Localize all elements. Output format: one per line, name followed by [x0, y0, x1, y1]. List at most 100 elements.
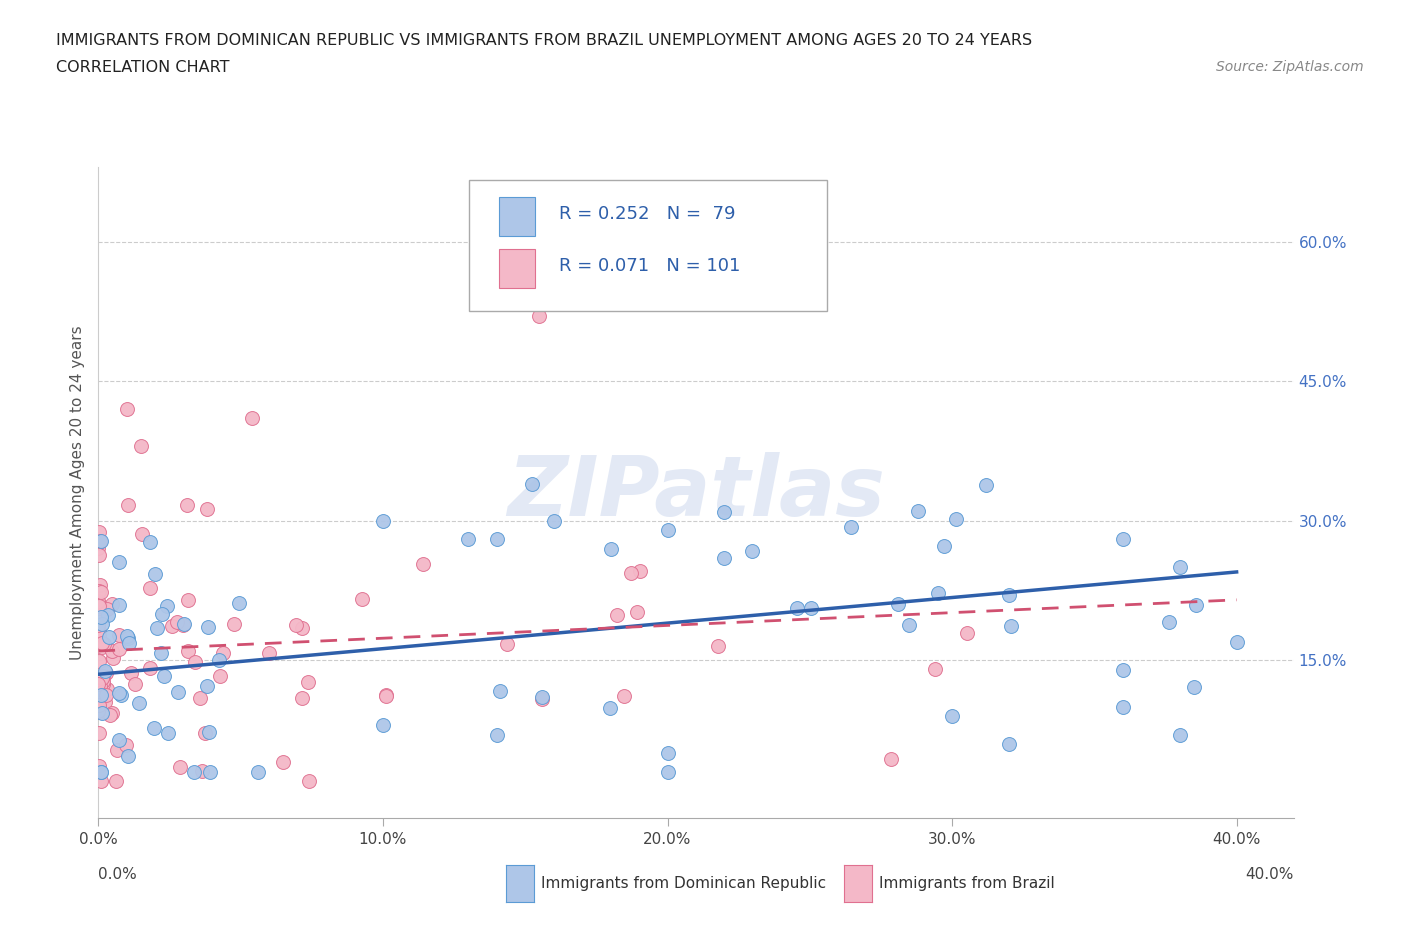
Point [108, 685, 131, 700]
Point [87, 594, 110, 609]
Point [87, 685, 110, 700]
Point [786, 601, 808, 616]
Point [90, 609, 112, 624]
Point [89, 671, 111, 686]
Text: IMMIGRANTS FROM DOMINICAN REPUBLIC VS IMMIGRANTS FROM BRAZIL UNEMPLOYMENT AMONG : IMMIGRANTS FROM DOMINICAN REPUBLIC VS IM… [56, 33, 1032, 47]
Text: 0.0%: 0.0% [98, 867, 138, 882]
Point [101, 596, 124, 611]
Point [87, 600, 110, 615]
Point [143, 567, 166, 582]
Point [188, 690, 211, 705]
Point [713, 504, 735, 519]
Point [291, 621, 314, 636]
Point [741, 543, 763, 558]
Point [96, 666, 118, 681]
Point [956, 626, 979, 641]
Point [131, 526, 153, 541]
Point [110, 687, 132, 702]
Point [284, 618, 307, 632]
Point [129, 439, 152, 454]
Point [115, 737, 138, 752]
Point [945, 512, 967, 526]
Point [120, 665, 142, 680]
FancyBboxPatch shape [470, 180, 828, 311]
Point [529, 309, 551, 324]
Point [139, 661, 162, 676]
Point [259, 645, 281, 660]
Point [115, 629, 138, 644]
Point [89, 705, 111, 720]
Point [619, 565, 641, 580]
Point [485, 727, 508, 742]
Point [91, 617, 114, 631]
Point [90, 688, 112, 703]
Point [124, 677, 146, 692]
Point [108, 733, 131, 748]
Point [94, 695, 117, 710]
Point [530, 690, 553, 705]
Point [974, 478, 997, 493]
Point [117, 498, 139, 512]
Point [839, 519, 862, 534]
Point [115, 402, 138, 417]
Point [907, 503, 929, 518]
Point [1112, 699, 1135, 714]
Point [90, 602, 112, 617]
Point [932, 538, 955, 553]
Point [520, 477, 543, 492]
Point [183, 764, 205, 779]
Point [89, 653, 111, 668]
Point [91, 677, 114, 692]
Point [91, 706, 114, 721]
Point [90, 534, 112, 549]
Point [606, 608, 628, 623]
Text: Immigrants from Brazil: Immigrants from Brazil [879, 876, 1054, 891]
Point [208, 669, 231, 684]
Point [87, 599, 110, 614]
Point [489, 684, 512, 698]
Point [91, 673, 114, 688]
Point [1168, 727, 1191, 742]
Point [96, 602, 118, 617]
Point [117, 631, 139, 645]
Point [228, 595, 250, 610]
Point [195, 502, 218, 517]
Point [89, 578, 111, 592]
Text: Immigrants from Dominican Republic: Immigrants from Dominican Republic [541, 876, 827, 891]
Point [371, 718, 394, 733]
Point [90, 764, 112, 779]
Point [87, 604, 110, 618]
Text: 40.0%: 40.0% [1246, 867, 1294, 882]
Point [90, 764, 112, 779]
Point [613, 688, 636, 703]
Point [173, 617, 195, 631]
Point [1182, 679, 1205, 694]
Point [138, 535, 160, 550]
Point [91, 635, 114, 650]
Point [1000, 618, 1022, 633]
Point [166, 615, 188, 630]
Point [375, 689, 398, 704]
Point [242, 410, 264, 425]
Point [97, 608, 120, 623]
Point [107, 554, 129, 569]
Point [105, 743, 128, 758]
Point [150, 606, 173, 621]
Text: Source: ZipAtlas.com: Source: ZipAtlas.com [1216, 60, 1364, 74]
Point [530, 692, 553, 707]
FancyBboxPatch shape [499, 197, 534, 236]
Point [172, 618, 194, 632]
Point [117, 636, 139, 651]
Point [89, 758, 111, 773]
Point [198, 724, 221, 739]
Point [108, 598, 131, 613]
Point [628, 564, 651, 578]
Point [657, 746, 679, 761]
Point [87, 703, 110, 718]
Point [87, 676, 110, 691]
Point [176, 592, 198, 607]
Point [998, 588, 1021, 603]
Point [138, 580, 160, 595]
Point [194, 725, 217, 740]
Point [657, 764, 679, 779]
